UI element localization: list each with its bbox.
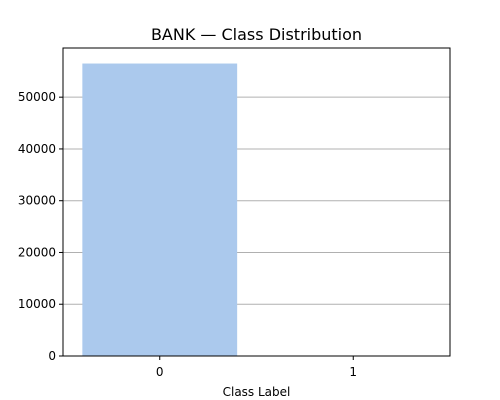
y-tick-label: 30000 bbox=[18, 194, 56, 208]
y-tick-label: 50000 bbox=[18, 90, 56, 104]
y-tick-label: 0 bbox=[48, 349, 56, 363]
y-tick-label: 10000 bbox=[18, 297, 56, 311]
chart-title: BANK — Class Distribution bbox=[151, 25, 362, 44]
bars bbox=[82, 63, 238, 356]
x-tick-label: 0 bbox=[156, 365, 164, 379]
plot-frame bbox=[62, 47, 451, 357]
x-axis-label: Class Label bbox=[223, 385, 291, 399]
y-tick-label: 20000 bbox=[18, 245, 56, 259]
y-tick-label: 40000 bbox=[18, 142, 56, 156]
y-axis-ticks: 0 10000 20000 30000 40000 50000 bbox=[18, 90, 63, 363]
x-tick-label: 1 bbox=[349, 365, 357, 379]
bar-class-0 bbox=[82, 63, 238, 356]
